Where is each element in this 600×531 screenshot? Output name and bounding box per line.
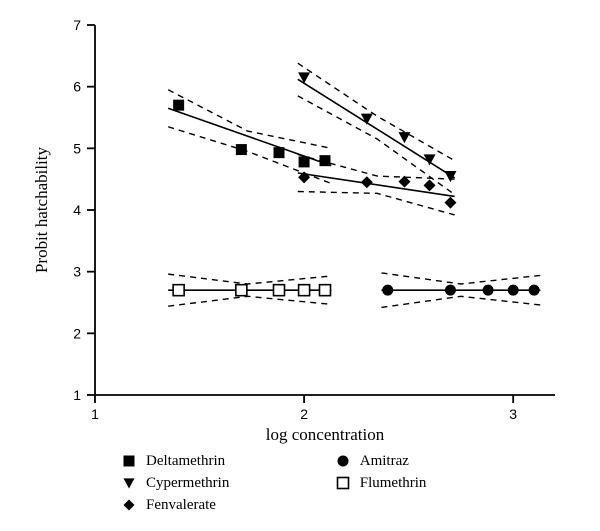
series-cypermethrin xyxy=(298,63,457,194)
y-tick-label: 2 xyxy=(73,325,81,341)
legend-label: Flumethrin xyxy=(360,475,427,492)
x-tick-label: 3 xyxy=(509,406,517,422)
legend-label: Amitraz xyxy=(360,453,409,470)
y-tick-label: 7 xyxy=(73,17,81,33)
x-axis-label: log concentration xyxy=(266,425,385,444)
legend-item-fenvalerate: Fenvalerate xyxy=(120,494,330,516)
amitraz-marker-icon xyxy=(334,452,352,470)
y-tick-label: 6 xyxy=(73,79,81,95)
x-tick-label: 2 xyxy=(300,406,308,422)
legend-item-flumethrin: Flumethrin xyxy=(334,472,504,494)
probit-chart: 1 2 3 1 2 3 4 5 6 7 log concentration Probit hatcha… xyxy=(0,0,600,531)
series-flumethrin xyxy=(168,274,331,306)
series-amitraz xyxy=(381,273,540,308)
y-tick-label: 3 xyxy=(73,264,81,280)
legend-item-deltamethrin: Deltamethrin xyxy=(120,450,330,472)
fenvalerate-marker-icon xyxy=(120,496,138,514)
cypermethrin-marker-icon xyxy=(120,474,138,492)
flumethrin-marker-icon xyxy=(334,474,352,492)
legend: Deltamethrin Cypermethrin Fenvalerate Amit… xyxy=(120,450,520,516)
y-tick-label: 1 xyxy=(73,387,81,403)
legend-item-amitraz: Amitraz xyxy=(334,450,504,472)
y-axis-label: Probit hatchability xyxy=(32,146,51,273)
legend-column-2: Amitraz Flumethrin xyxy=(334,450,504,494)
deltamethrin-marker-icon xyxy=(120,452,138,470)
y-tick-label: 4 xyxy=(73,202,81,218)
y-tick-label: 5 xyxy=(73,140,81,156)
x-tick-label: 1 xyxy=(91,406,99,422)
legend-column-1: Deltamethrin Cypermethrin Fenvalerate xyxy=(120,450,330,516)
legend-label: Fenvalerate xyxy=(146,497,216,514)
legend-item-cypermethrin: Cypermethrin xyxy=(120,472,330,494)
legend-label: Deltamethrin xyxy=(146,453,225,470)
legend-label: Cypermethrin xyxy=(146,475,229,492)
series-deltamethrin xyxy=(168,90,331,184)
